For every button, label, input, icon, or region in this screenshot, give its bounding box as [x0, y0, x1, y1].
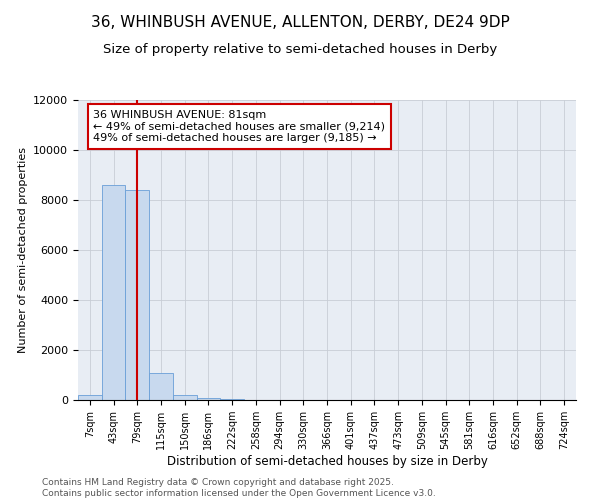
- Bar: [125, 190, 149, 400]
- X-axis label: Distribution of semi-detached houses by size in Derby: Distribution of semi-detached houses by …: [167, 455, 487, 468]
- Bar: [220, 399, 244, 400]
- Bar: [149, 372, 173, 400]
- Text: 36, WHINBUSH AVENUE, ALLENTON, DERBY, DE24 9DP: 36, WHINBUSH AVENUE, ALLENTON, DERBY, DE…: [91, 15, 509, 30]
- Text: Contains HM Land Registry data © Crown copyright and database right 2025.
Contai: Contains HM Land Registry data © Crown c…: [42, 478, 436, 498]
- Bar: [78, 395, 102, 400]
- Y-axis label: Number of semi-detached properties: Number of semi-detached properties: [17, 147, 28, 353]
- Text: Size of property relative to semi-detached houses in Derby: Size of property relative to semi-detach…: [103, 42, 497, 56]
- Bar: [102, 185, 125, 400]
- Bar: [173, 395, 197, 400]
- Text: 36 WHINBUSH AVENUE: 81sqm
← 49% of semi-detached houses are smaller (9,214)
49% : 36 WHINBUSH AVENUE: 81sqm ← 49% of semi-…: [94, 110, 385, 143]
- Bar: [197, 398, 220, 400]
